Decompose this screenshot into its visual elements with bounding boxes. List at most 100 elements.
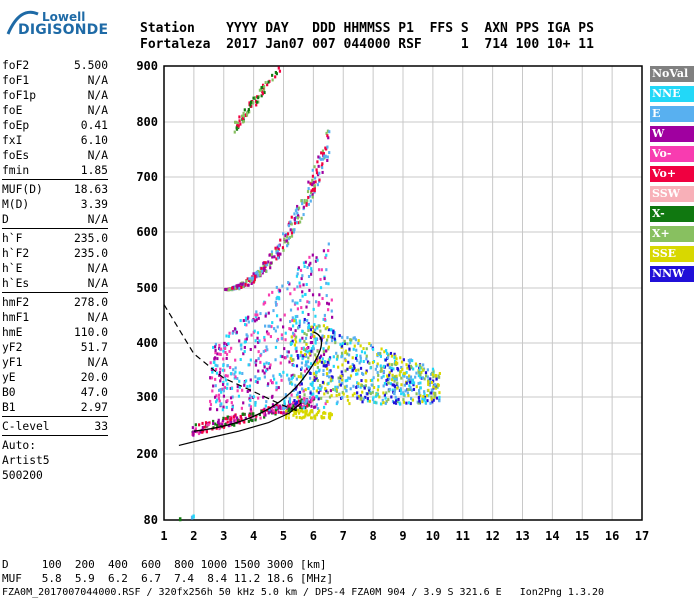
echo-point (214, 345, 217, 349)
echo-point (436, 384, 439, 388)
echo-point (364, 371, 368, 375)
echo-point (291, 316, 294, 320)
echo-point (415, 385, 418, 389)
echo-point (284, 393, 287, 397)
echo-point (421, 376, 424, 380)
echo-point (284, 406, 287, 410)
echo-point (294, 215, 298, 219)
echo-point (254, 375, 257, 379)
echo-point (394, 387, 397, 391)
echo-point (286, 373, 289, 377)
echo-point (251, 319, 254, 323)
echo-point (326, 326, 329, 330)
echo-point (331, 378, 334, 382)
echo-point (309, 396, 312, 400)
echo-point (242, 319, 245, 323)
echo-point (319, 277, 322, 281)
echo-point (417, 370, 420, 374)
echo-point (396, 400, 399, 404)
echo-point (299, 409, 302, 413)
echo-point (403, 383, 406, 387)
echo-point (225, 352, 229, 356)
echo-point (419, 365, 422, 369)
echo-point (302, 261, 306, 265)
echo-point (204, 421, 208, 425)
echo-point (315, 256, 318, 260)
echo-point (214, 351, 217, 355)
echo-point (321, 166, 324, 170)
echo-point (296, 307, 300, 311)
echo-point (300, 416, 303, 420)
echo-point (286, 354, 289, 358)
echo-point (430, 380, 434, 384)
echo-point (382, 391, 385, 395)
echo-point (259, 360, 262, 364)
echo-point (324, 327, 327, 331)
echo-point (333, 337, 336, 341)
param-value: 18.63 (73, 183, 108, 196)
echo-point (375, 401, 378, 405)
param-row: h`Es N/A (2, 276, 108, 291)
echo-point (337, 376, 340, 380)
echo-point (285, 239, 288, 243)
echo-point (310, 267, 313, 271)
echo-point (307, 180, 310, 184)
echo-point (241, 412, 245, 416)
echo-point (282, 232, 285, 236)
echo-point (255, 103, 258, 107)
footer-distance-row: D 100 200 400 600 800 1000 1500 3000 [km… (2, 558, 327, 571)
echo-point (372, 347, 375, 351)
echo-point (423, 390, 426, 394)
echo-point (317, 411, 320, 415)
echo-point (356, 372, 359, 376)
echo-point (299, 402, 303, 406)
echo-point (386, 378, 389, 382)
echo-point (305, 203, 308, 207)
echo-point (326, 367, 329, 371)
echo-point (351, 356, 354, 360)
echo-point (321, 334, 324, 338)
echo-point (368, 361, 371, 365)
echo-point (412, 367, 415, 371)
echo-point (330, 298, 333, 302)
echo-point (324, 387, 327, 391)
echo-point (262, 88, 266, 92)
echo-point (329, 335, 333, 339)
echo-point (429, 401, 432, 405)
echo-point (241, 116, 245, 120)
echo-point (246, 385, 249, 389)
echo-point (393, 384, 397, 388)
echo-point (239, 282, 242, 286)
param-separator (2, 292, 108, 293)
echo-point (329, 389, 332, 393)
echo-point (362, 397, 365, 401)
echo-point (247, 363, 250, 367)
echo-point (340, 351, 344, 355)
echo-point (313, 328, 317, 332)
echo-point (321, 357, 324, 361)
echo-point (272, 377, 276, 381)
echo-point (322, 350, 325, 354)
echo-point (215, 398, 219, 402)
echo-point (304, 360, 308, 364)
echo-point (298, 220, 302, 224)
echo-point (307, 274, 311, 278)
echo-point (316, 326, 319, 330)
echo-point (303, 393, 306, 397)
echo-point (315, 171, 319, 175)
echo-point (310, 349, 313, 353)
echo-point (340, 355, 343, 359)
echo-point (320, 360, 324, 364)
echo-point (432, 379, 435, 383)
echo-point (263, 365, 266, 369)
echo-point (327, 136, 330, 140)
echo-point (359, 394, 362, 398)
echo-point (239, 122, 242, 126)
echo-point (296, 272, 299, 276)
echo-point (209, 407, 212, 411)
echo-point (254, 271, 257, 275)
echo-point (355, 348, 358, 352)
echo-point (318, 409, 321, 413)
echo-point (235, 416, 239, 420)
echo-point (387, 381, 390, 385)
